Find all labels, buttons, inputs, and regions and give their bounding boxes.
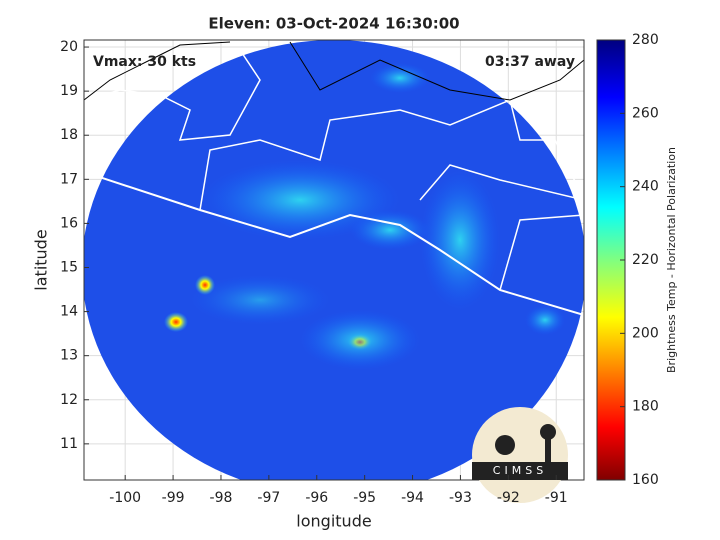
y-tick-label: 17 [60,171,78,187]
x-tick-label: -93 [449,490,472,506]
y-tick-label: 20 [60,39,78,55]
y-tick-label: 19 [60,83,78,99]
x-tick-label: -91 [545,490,568,506]
y-tick-label: 18 [60,127,78,143]
annotation: Vmax: 30 kts [93,54,196,70]
x-tick-label: -99 [162,490,185,506]
satellite-image [84,40,584,480]
x-tick-label: -100 [109,490,141,506]
colorbar-label: Brightness Temp - Horizontal Polarizatio… [665,147,678,373]
y-tick-label: 11 [60,436,78,452]
colorbar-tick-label: 280 [632,32,659,48]
colorbar-tick-label: 180 [632,399,659,415]
y-tick-label: 13 [60,348,78,364]
x-tick-label: -92 [497,490,520,506]
colorbar-tick-label: 160 [632,472,659,488]
y-tick-label: 14 [60,304,78,320]
x-axis-label: longitude [296,512,371,531]
x-tick-label: -98 [210,490,233,506]
y-tick-label: 16 [60,215,78,231]
plot-frame [83,39,585,481]
x-tick-label: -96 [305,490,328,506]
annotation: 03:37 away [485,54,575,70]
colorbar-tick-label: 240 [632,179,659,195]
y-tick-label: 15 [60,259,78,275]
y-axis-label: latitude [32,229,51,290]
x-tick-label: -94 [401,490,424,506]
logo-text: CIMSS [493,464,547,477]
x-tick-label: -95 [353,490,376,506]
colorbar-tick-label: 260 [632,105,659,121]
y-tick-label: 12 [60,392,78,408]
logo: CIMSS [472,407,568,503]
x-tick-label: -97 [257,490,280,506]
colorbar-tick-label: 220 [632,252,659,268]
chart-title: Eleven: 03-Oct-2024 16:30:00 [208,15,459,33]
colorbar-tick-label: 200 [632,325,659,341]
